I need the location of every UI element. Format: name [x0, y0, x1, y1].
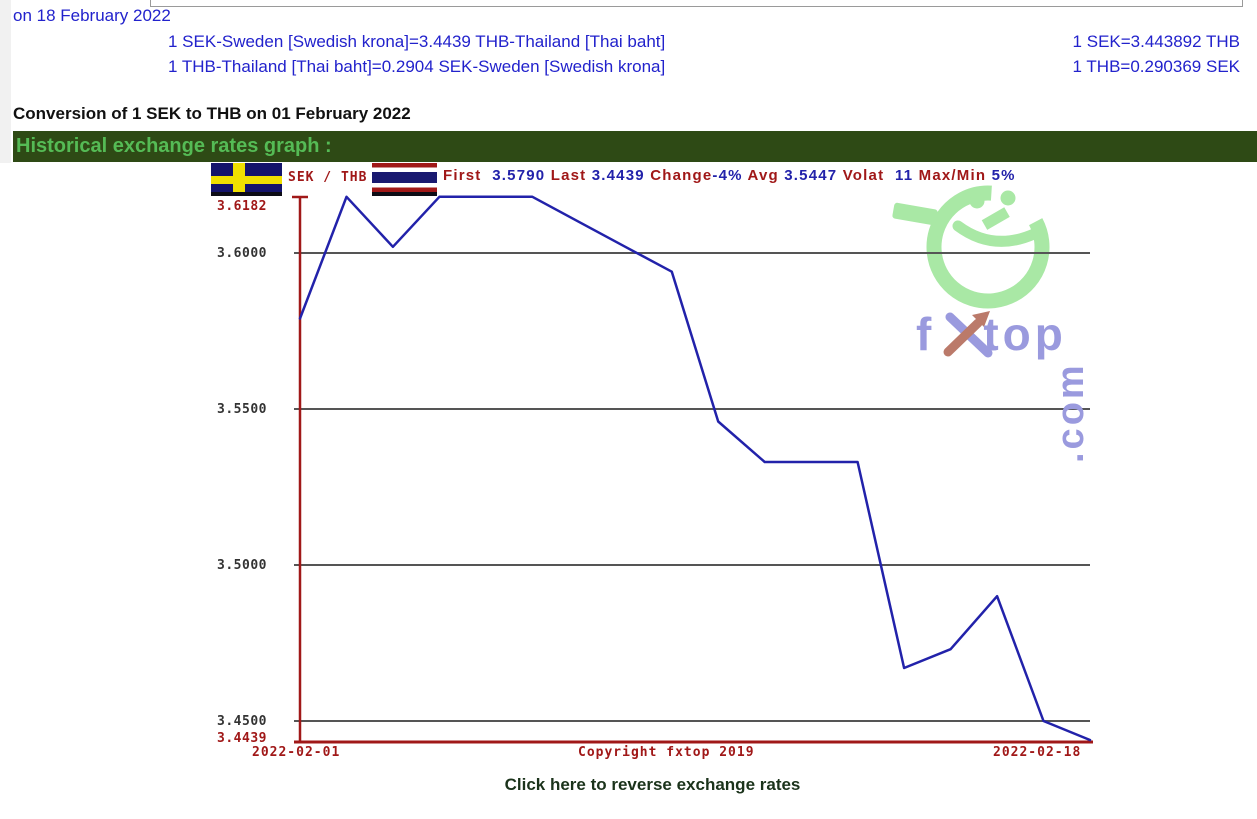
stat-value: -4% [712, 167, 743, 184]
section-title: Historical exchange rates graph : [16, 135, 332, 157]
rate-date-text[interactable]: on 18 February 2022 [13, 6, 171, 25]
y-axis-label: 3.6182 [217, 199, 267, 214]
stat-label: Volat [837, 167, 896, 184]
conversion-heading: Conversion of 1 SEK to THB on 01 Februar… [13, 104, 411, 123]
reverse-rates-link[interactable]: Click here to reverse exchange rates [504, 775, 801, 794]
x-axis-label-end: 2022-02-18 [993, 745, 1082, 760]
y-axis-label: 3.5000 [217, 558, 267, 573]
rate-thb-to-sek-short[interactable]: 1 THB=0.290369 SEK [1072, 57, 1240, 76]
x-axis-label-start: 2022-02-01 [252, 745, 341, 760]
form-box-bottom-border [150, 0, 1243, 7]
fxtop-logo-watermark: f top [916, 307, 1067, 361]
stat-value: 3.4439 [591, 167, 645, 184]
stat-value: 3.5790 [481, 167, 546, 184]
watermark-text-top: top [983, 308, 1067, 360]
smiley-icon [892, 185, 1050, 309]
gridlines [294, 252, 1090, 722]
thailand-flag-icon [372, 163, 437, 196]
rate-thb-to-sek-long[interactable]: 1 THB-Thailand [Thai baht]=0.2904 SEK-Sw… [168, 57, 666, 76]
rate-line-series [298, 195, 1092, 742]
stat-label: Avg [742, 167, 785, 184]
rate-line-sek-thb: 1 SEK-Sweden [Swedish krona]=3.4439 THB-… [0, 32, 1257, 57]
historical-rates-chart: SEK / THB First 3.5790 Last 3.4439 Chang… [0, 163, 1257, 765]
rate-sek-to-thb-short[interactable]: 1 SEK=3.443892 THB [1072, 32, 1240, 51]
sweden-flag-cross-vertical [233, 163, 245, 192]
y-axis-label: 3.5500 [217, 402, 267, 417]
stat-value: 3.5447 [784, 167, 838, 184]
chart-canvas [292, 185, 1093, 744]
rate-line-thb-sek: 1 THB-Thailand [Thai baht]=0.2904 SEK-Sw… [0, 57, 1257, 82]
stat-value: 11 [895, 167, 914, 184]
y-axis-label: 3.6000 [217, 246, 267, 261]
watermark-dot-com: .com [1050, 362, 1092, 463]
section-bar: Historical exchange rates graph : [13, 131, 1257, 162]
currency-pair-label: SEK / THB [288, 170, 368, 185]
copyright-label: Copyright fxtop 2019 [578, 745, 755, 760]
y-axis-label: 3.4439 [217, 731, 267, 746]
stat-label: Max/Min [913, 167, 992, 184]
sweden-flag-icon [211, 163, 282, 196]
sweden-flag-cross-horizontal [211, 176, 282, 184]
stat-label: Last [545, 167, 592, 184]
chart-stats-line: First 3.5790 Last 3.4439 Change-4% Avg 3… [443, 167, 1016, 184]
stat-label: First [443, 167, 482, 184]
stat-label: Change [644, 167, 713, 184]
arrow-x-icon [943, 311, 993, 358]
y-axis-label: 3.4500 [217, 714, 267, 729]
rate-sek-to-thb-long[interactable]: 1 SEK-Sweden [Swedish krona]=3.4439 THB-… [168, 32, 666, 51]
watermark-text-f: f [916, 308, 936, 360]
stat-value: 5% [991, 167, 1016, 184]
